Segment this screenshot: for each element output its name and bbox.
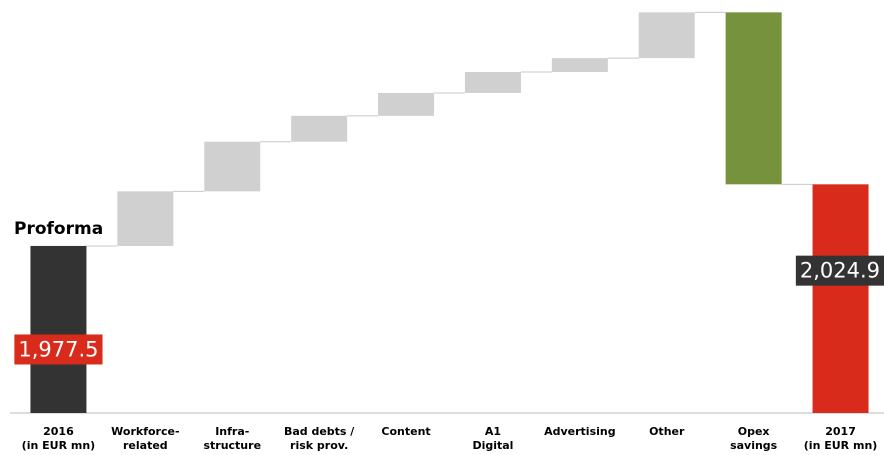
bar: [638, 12, 695, 59]
x-tick-label: Workforce-related: [111, 425, 179, 452]
x-tick-label: Opex savings: [730, 425, 778, 452]
bar: [551, 58, 608, 73]
bar: [725, 12, 782, 185]
bar: [812, 184, 869, 413]
x-tick-label-line: savings: [730, 439, 778, 452]
value-label-bg: [14, 334, 103, 365]
annotation: Proforma: [14, 219, 103, 239]
bar: [291, 115, 348, 142]
bar: [204, 141, 261, 192]
x-tick-label: Advertising: [544, 425, 616, 438]
x-tick-label: Content: [381, 425, 430, 438]
x-tick-label-line: Content: [381, 425, 430, 438]
x-tick-label: Infra-structure: [203, 425, 261, 452]
value-label-bg: [795, 255, 884, 286]
x-tick-label-line: Digital: [472, 439, 513, 452]
value-label-box: 1,977.5: [14, 334, 103, 365]
bar: [464, 72, 521, 93]
x-tick-label-line: Opex: [738, 425, 770, 438]
value-label-box: 2,024.9: [795, 255, 884, 286]
x-tick-label-line: (in EUR mn): [22, 439, 96, 452]
x-tick-label-line: Bad debts /: [284, 425, 355, 438]
x-tick-label-line: Infra-: [215, 425, 249, 438]
x-tick-label: Other: [649, 425, 685, 438]
x-tick-label-line: Other: [649, 425, 685, 438]
x-tick-label-line: risk prov.: [290, 439, 348, 452]
x-tick-label-line: 2017: [825, 425, 856, 438]
value-label: 1,977.5: [18, 337, 98, 361]
x-tick-label: A1 Digital: [472, 425, 513, 452]
x-tick-label: 2017 (in EUR mn): [804, 425, 878, 452]
x-tick-label-line: related: [123, 439, 168, 452]
x-tick-label-line: 2016: [43, 425, 74, 438]
x-tick-label: 2016 (in EUR mn): [22, 425, 96, 452]
x-tick-label-line: structure: [203, 439, 261, 452]
value-label: 2,024.9: [800, 259, 880, 283]
bar: [378, 92, 435, 116]
x-tick-label-line: Workforce-: [111, 425, 179, 438]
bar: [30, 245, 87, 413]
x-tick-label-line: A1: [485, 425, 501, 438]
bar: [117, 191, 174, 246]
x-tick-label-line: Advertising: [544, 425, 616, 438]
x-tick-label: Bad debts / risk prov.: [284, 425, 355, 452]
x-tick-label-line: (in EUR mn): [804, 439, 878, 452]
